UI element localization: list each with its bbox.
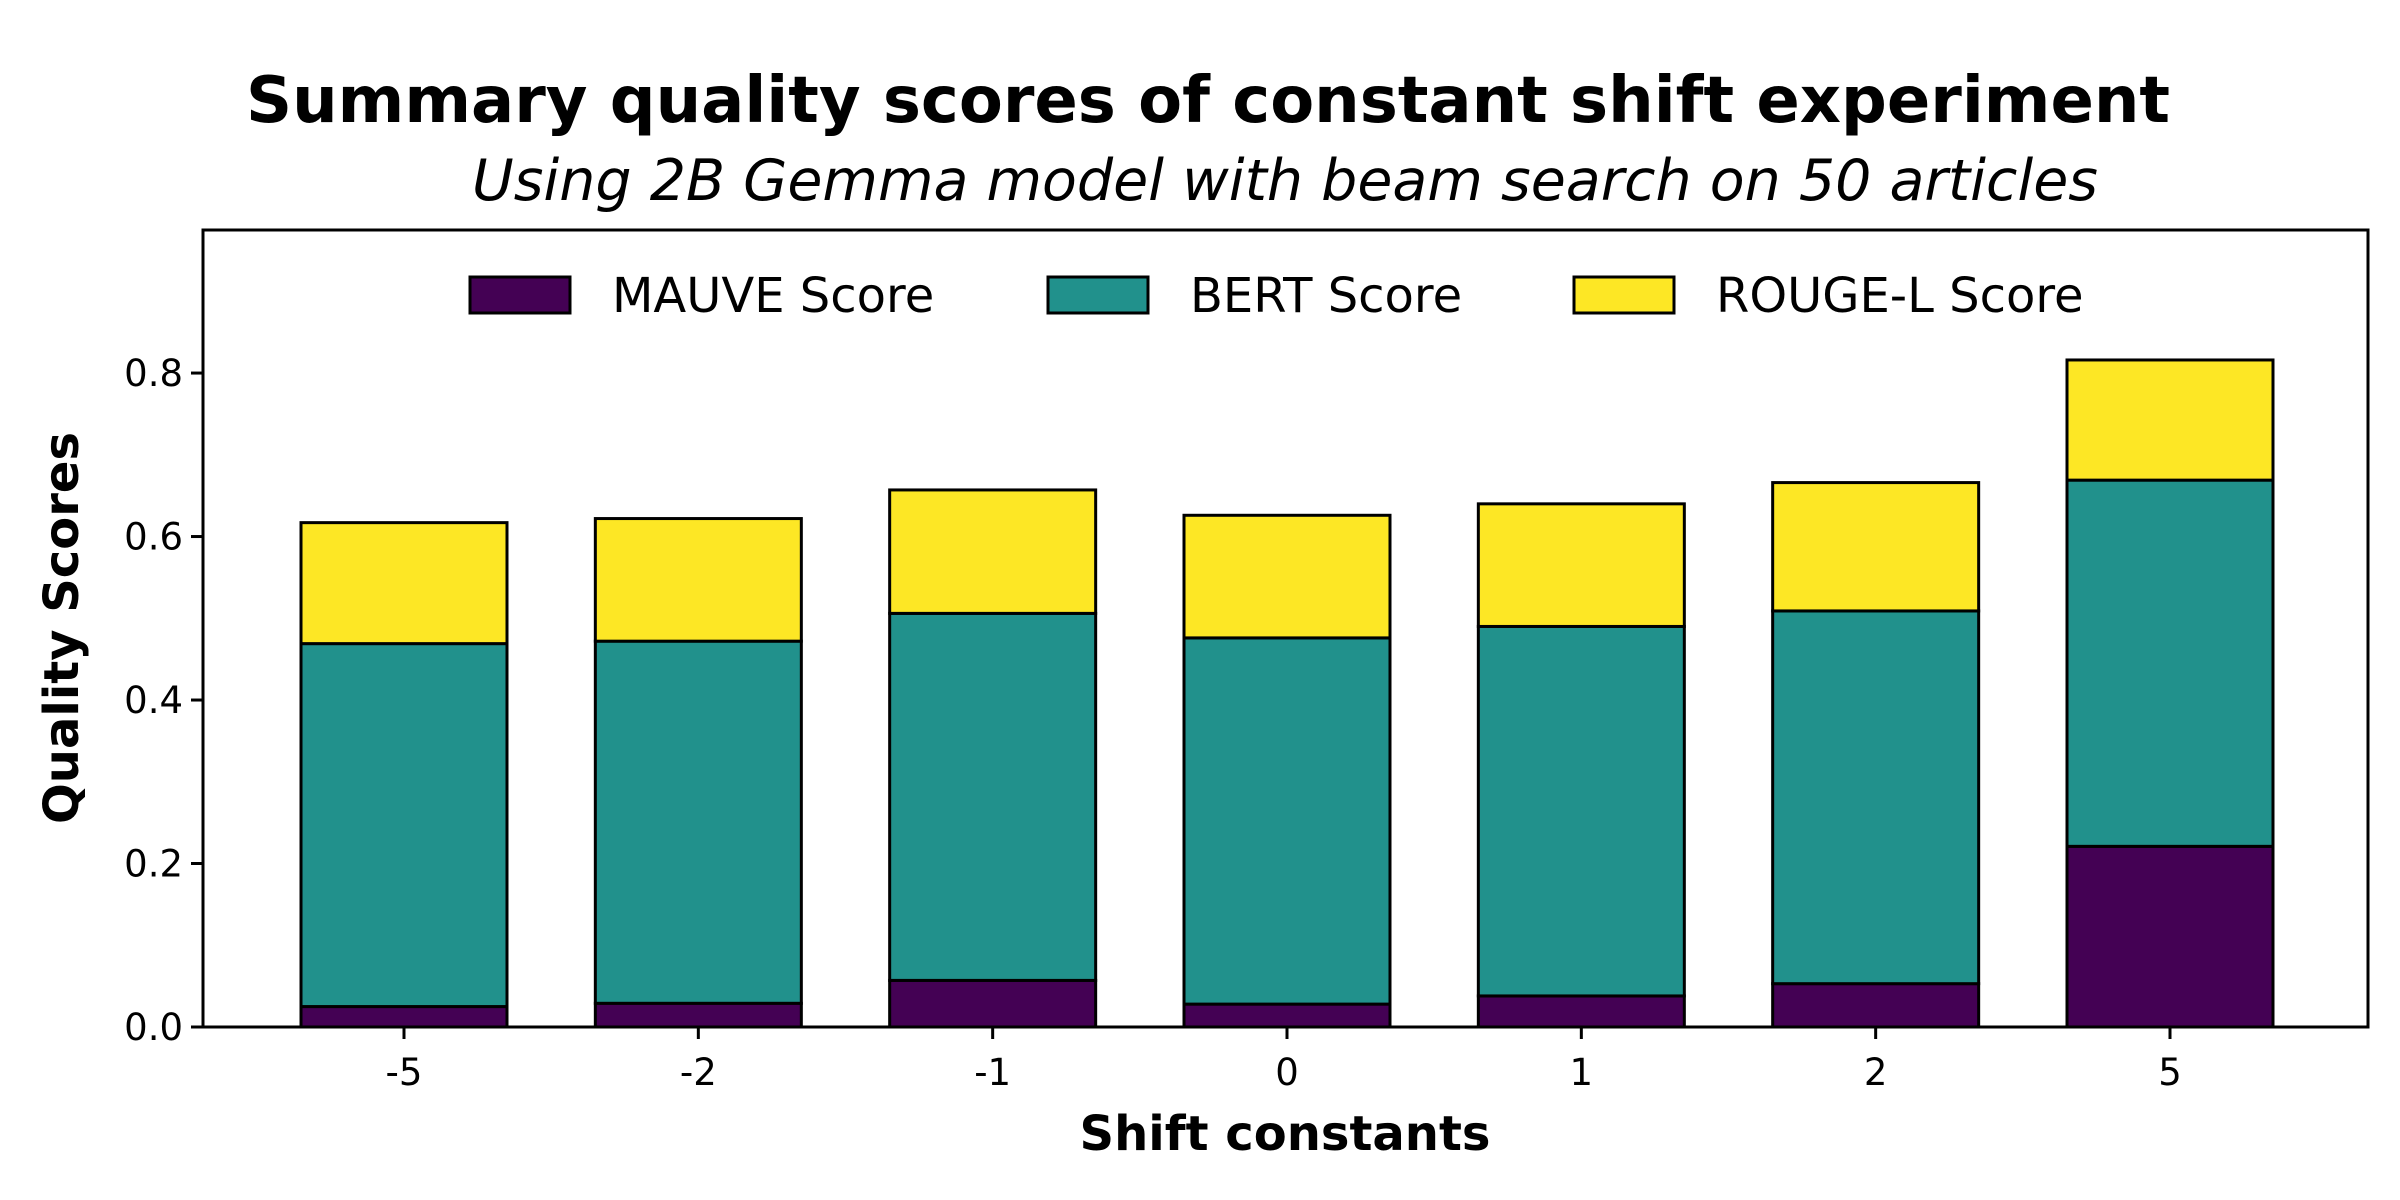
bar-mauve-score--5	[299, 1005, 509, 1029]
bar-bert-score--2	[593, 639, 803, 1005]
bar-rouge-l-score-1	[1476, 502, 1686, 628]
chart-title: Summary quality scores of constant shift…	[246, 64, 2170, 138]
bar-mauve-score-1	[1476, 994, 1686, 1029]
legend-label-mauve-score: MAUVE Score	[612, 268, 934, 324]
x-tick-label: 2	[1864, 1051, 1888, 1094]
bar-bert-score--5	[299, 642, 509, 1009]
bar-mauve-score-0	[1182, 1002, 1392, 1029]
y-tick-label: 0.2	[124, 843, 183, 886]
legend: MAUVE Score BERT Score ROUGE-L Score	[468, 268, 2084, 324]
bar-rouge-l-score--1	[888, 488, 1098, 615]
legend-swatch-mauve-score	[468, 275, 572, 315]
bar-mauve-score--2	[593, 1001, 803, 1029]
chart-subtitle: Using 2B Gemma model with beam search on…	[472, 148, 2098, 214]
bar-rouge-l-score-5	[2065, 358, 2275, 482]
legend-swatch-rouge-l-score	[1572, 275, 1676, 315]
bar-mauve-score--1	[888, 978, 1098, 1029]
y-tick-label: 0.0	[124, 1006, 183, 1049]
bars-group	[299, 358, 2275, 1029]
bar-mauve-score-2	[1771, 982, 1981, 1029]
x-axis-ticks: -5 -2 -1 0 1 2 5	[386, 1027, 2182, 1094]
x-tick-label: 5	[2158, 1051, 2182, 1094]
bar-bert-score--1	[888, 611, 1098, 982]
x-tick-label: 1	[1570, 1051, 1594, 1094]
y-tick-label: 0.6	[124, 516, 183, 559]
bar-rouge-l-score-2	[1771, 481, 1981, 613]
y-tick-label: 0.4	[124, 679, 183, 722]
x-tick-label: -1	[974, 1051, 1011, 1094]
y-axis-label: Quality Scores	[34, 432, 90, 824]
bar-rouge-l-score-0	[1182, 513, 1392, 640]
bar-bert-score-2	[1771, 609, 1981, 986]
y-axis-ticks: 0.0 0.2 0.4 0.6 0.8	[124, 352, 203, 1049]
x-tick-label: -5	[386, 1051, 423, 1094]
bar-mauve-score-5	[2065, 844, 2275, 1029]
bar-bert-score-0	[1182, 636, 1392, 1006]
legend-label-bert-score: BERT Score	[1190, 268, 1462, 324]
bar-bert-score-5	[2065, 478, 2275, 848]
y-tick-label: 0.8	[124, 352, 183, 395]
bar-rouge-l-score--2	[593, 517, 803, 643]
legend-label-rouge-l-score: ROUGE-L Score	[1716, 268, 2084, 324]
x-tick-label: -2	[680, 1051, 717, 1094]
x-tick-label: 0	[1275, 1051, 1299, 1094]
x-axis-label: Shift constants	[1080, 1106, 1491, 1162]
legend-swatch-bert-score	[1046, 275, 1150, 315]
bar-rouge-l-score--5	[299, 521, 509, 646]
plot-frame	[201, 228, 2370, 1029]
bar-bert-score-1	[1476, 624, 1686, 998]
